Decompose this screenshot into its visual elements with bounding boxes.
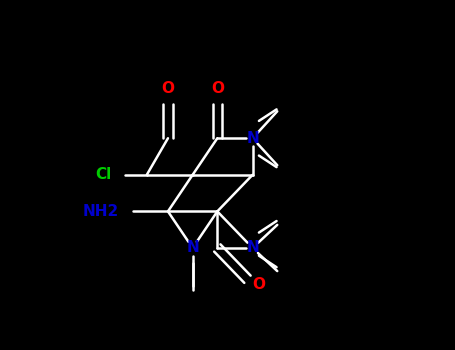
Text: Cl: Cl <box>95 167 111 182</box>
Text: O: O <box>162 81 174 96</box>
Text: N: N <box>186 240 199 256</box>
Text: N: N <box>246 131 259 146</box>
Text: O: O <box>253 277 266 292</box>
Text: O: O <box>211 81 224 96</box>
Text: NH2: NH2 <box>82 204 119 219</box>
Text: N: N <box>246 240 259 256</box>
